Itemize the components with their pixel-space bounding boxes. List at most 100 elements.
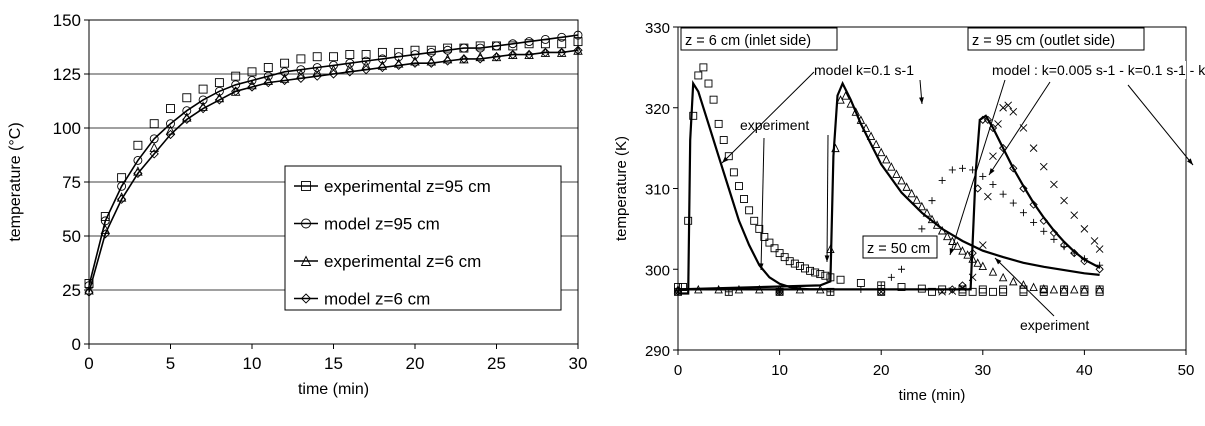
data-point [937,225,947,235]
data-point [198,95,208,105]
label-outlet-side-box [967,27,1145,51]
y-tick-label: 50 [62,227,81,246]
data-point [704,79,713,88]
data-point [999,190,1007,198]
data-point [775,287,784,296]
pointer-line [988,81,1051,176]
data-point [524,37,534,47]
y-tick-label: 125 [53,65,81,84]
data-point [785,257,794,266]
data-point [1070,248,1079,258]
pointer-line [760,137,765,271]
series-line [678,114,1101,291]
data-point [851,107,861,116]
series-2 [677,80,1100,291]
data-point [279,75,290,86]
data-point [724,287,733,296]
data-point [116,194,127,204]
data-point [312,71,322,81]
data-point [928,197,936,205]
data-point [475,54,485,64]
x-tick-label: 0 [84,354,93,373]
pointer-line [1127,84,1194,166]
data-point [877,288,886,296]
data-point [508,49,518,60]
data-point [524,39,534,49]
series-8 [674,287,1104,296]
pointer-head [1186,158,1193,165]
data-point [1095,284,1104,294]
data-point [1029,282,1038,291]
data-point [1039,162,1048,171]
data-point [1009,199,1017,207]
data-point [410,50,420,60]
data-point [846,99,855,108]
data-point [674,288,682,296]
data-point [866,131,876,140]
data-point [557,47,567,58]
data-point [999,103,1007,112]
data-point [394,60,404,70]
data-point [897,175,906,185]
series-4 [674,164,1104,296]
data-point [377,62,388,73]
data-point [780,253,789,262]
data-point [801,264,809,273]
data-point [999,287,1008,296]
data-point [1095,287,1104,296]
data-point [856,279,865,287]
data-point [958,281,967,290]
data-point [149,142,159,152]
data-point [979,172,987,180]
data-point [410,58,420,68]
data-point [1039,216,1048,225]
data-point [988,267,998,276]
data-point [811,268,820,277]
series-0 [84,37,583,288]
data-point [958,287,967,296]
data-point [557,32,567,42]
y-tick-label: 320 [645,101,670,118]
data-point [958,164,966,172]
data-point [361,50,371,60]
data-point [806,266,815,275]
data-point [856,115,866,124]
data-point [1059,240,1069,250]
pointer-line [994,257,1055,317]
series-0 [678,79,831,295]
data-point [329,52,338,62]
data-point [1095,285,1104,294]
data-point [968,273,977,282]
annotations: z = 6 cm (inlet side) z = 95 cm (outlet s… [680,27,1205,334]
data-point [84,279,94,288]
data-point [508,39,518,49]
data-point [887,273,895,281]
data-point [745,206,754,215]
data-point [394,52,404,62]
data-point [198,84,208,94]
data-point [994,120,1002,128]
data-point [709,95,718,104]
data-point [998,143,1008,153]
legend: experimental z=95 cm model z=95 cm experim… [284,165,562,311]
data-point [280,67,290,77]
data-point [1029,144,1038,152]
legend-item: experimental z=6 cm [294,252,481,271]
data-point [247,76,257,85]
x-tick-label: 10 [771,362,788,379]
label-z50cm: z = 50 cm [867,241,930,257]
pointer-head [919,97,924,104]
data-point [750,216,759,225]
data-point [100,229,110,239]
data-point [296,54,306,64]
series-6 [673,115,1104,296]
data-point [826,287,835,296]
data-point [765,238,774,247]
data-point [329,60,338,70]
data-point [1090,237,1099,245]
data-point [963,250,972,259]
label-model-k01: model k=0.1 s-1 [814,62,914,78]
data-point [1095,265,1104,274]
pointer-head [989,168,995,175]
